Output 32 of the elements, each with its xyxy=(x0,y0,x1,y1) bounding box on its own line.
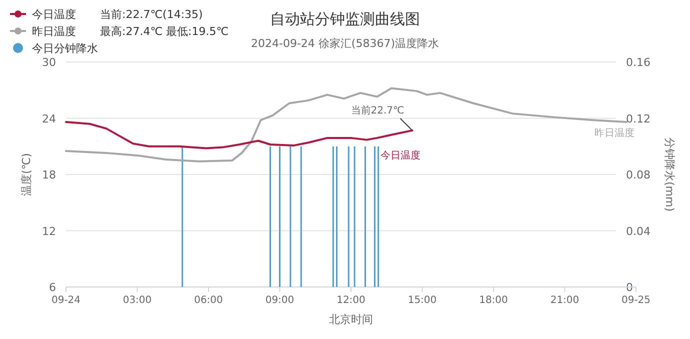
legend-label: 昨日温度 xyxy=(32,25,76,38)
x-tick-label: 06:00 xyxy=(194,295,223,306)
chart-subtitle: 2024-09-24 徐家汇(58367)温度降水 xyxy=(251,37,439,50)
x-tick-label: 18:00 xyxy=(479,295,508,306)
y2-tick-label: 0.04 xyxy=(626,224,650,238)
y-tick-label: 18 xyxy=(42,168,56,182)
y2-axis-title: 分钟降水(mm) xyxy=(663,137,676,212)
y2-tick-label: 0.16 xyxy=(626,56,650,69)
x-tick-label: 12:00 xyxy=(336,295,366,306)
y-axis-title: 温度(℃) xyxy=(20,153,33,196)
y2-tick-label: 0.12 xyxy=(626,112,650,126)
y-tick-label: 12 xyxy=(42,224,56,238)
y-tick-label: 6 xyxy=(49,281,56,294)
text: 今日温度 xyxy=(380,150,420,162)
y-tick-label: 30 xyxy=(42,56,56,69)
x-axis-title: 北京时间 xyxy=(329,313,373,326)
legend-label: 今日分钟降水 xyxy=(32,42,98,55)
x-tick-label: 15:00 xyxy=(408,295,437,306)
text: 最高:27.4℃ 最低:19.5℃ xyxy=(100,25,229,38)
x-tick-label: 03:00 xyxy=(122,295,152,306)
x-tick-label: 09-25 xyxy=(621,295,651,306)
text: 昨日温度 xyxy=(594,128,634,139)
x-tick-label: 21:00 xyxy=(550,295,580,306)
legend-label: 今日温度 xyxy=(32,8,76,21)
chart-title: 自动站分钟监测曲线图 xyxy=(270,10,420,28)
annotation: 当前22.7℃ xyxy=(350,104,404,116)
y2-tick-label: 0.08 xyxy=(626,168,650,182)
y-tick-label: 24 xyxy=(42,112,56,126)
x-tick-label: 09-24 xyxy=(51,295,81,306)
x-tick-label: 09:00 xyxy=(265,295,294,306)
text: 当前:22.7℃(14:35) xyxy=(100,8,203,21)
line-series xyxy=(65,121,414,150)
